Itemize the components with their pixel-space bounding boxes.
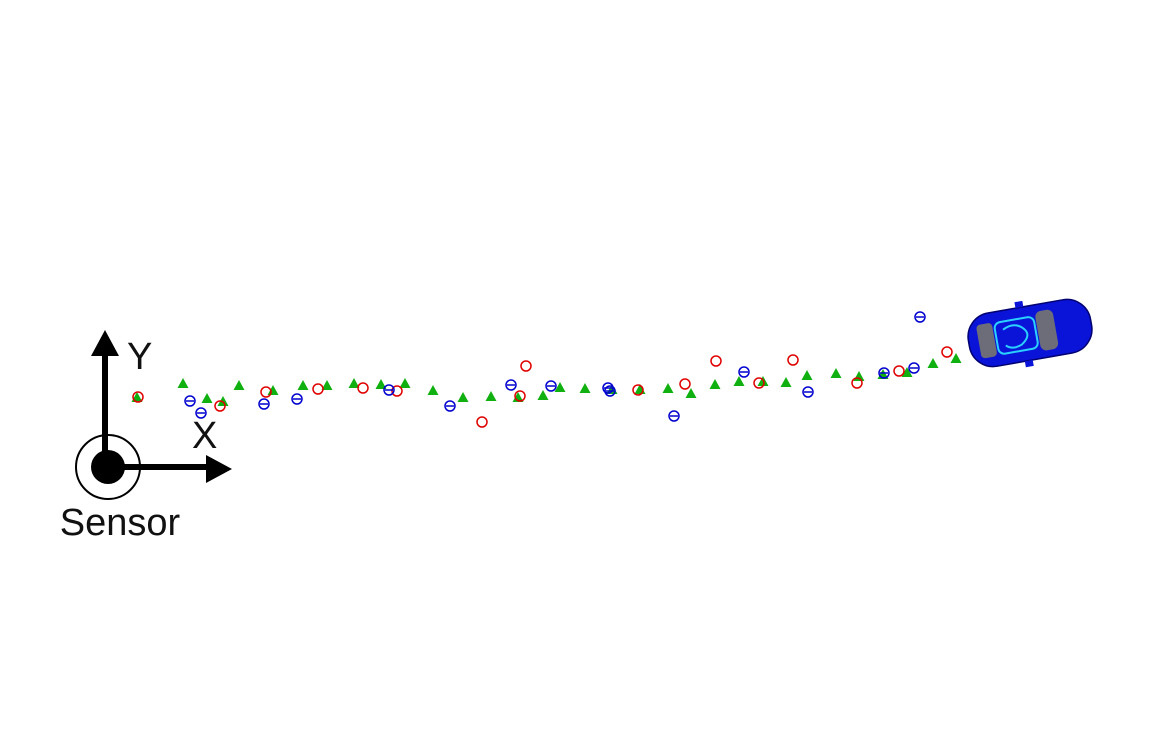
car bbox=[967, 298, 1093, 368]
x-axis-label: X bbox=[192, 415, 217, 457]
green-markers bbox=[131, 353, 962, 406]
y-axis-label: Y bbox=[127, 336, 152, 378]
sensor bbox=[75, 330, 232, 500]
red-markers bbox=[132, 346, 953, 428]
blue-markers bbox=[184, 311, 926, 422]
sensor-label: Sensor bbox=[60, 502, 181, 544]
